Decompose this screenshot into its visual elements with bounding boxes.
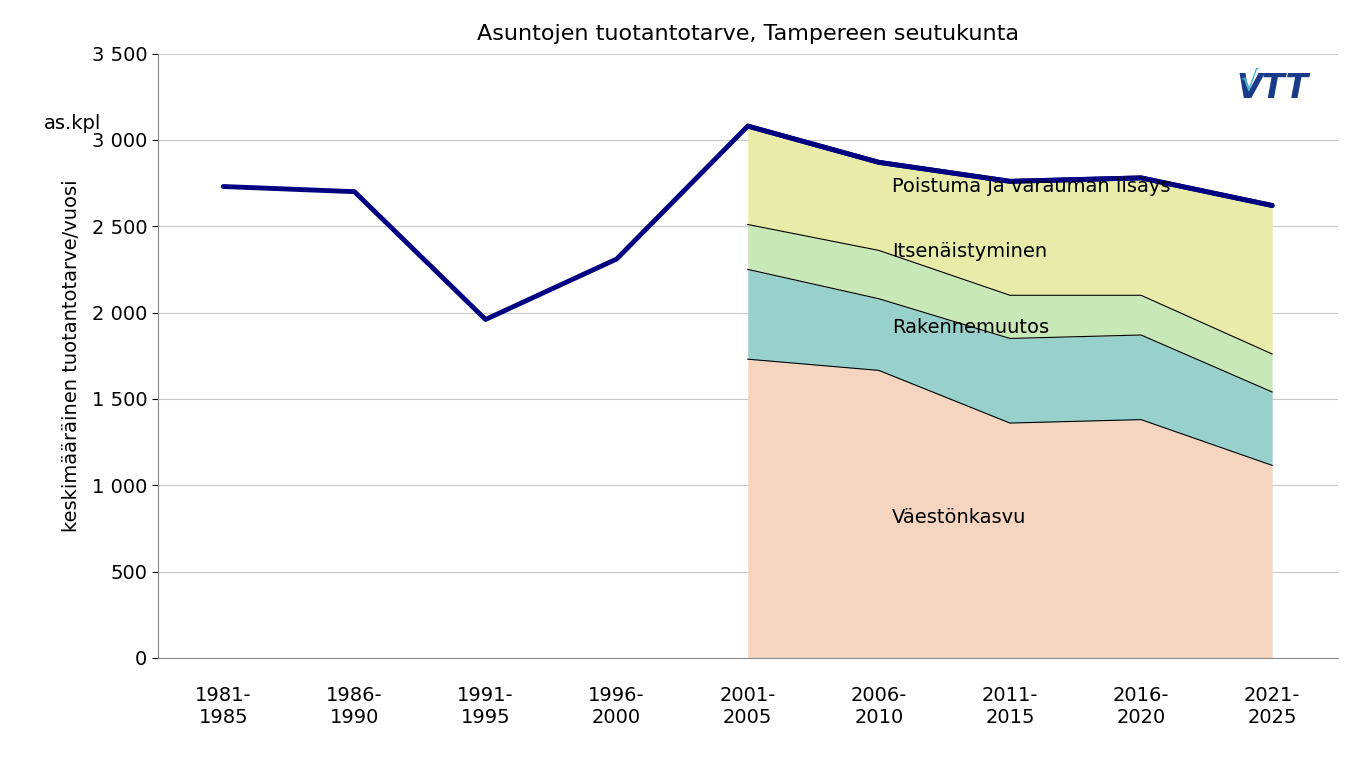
Text: 2011-: 2011-: [982, 685, 1039, 705]
Text: 2005: 2005: [723, 708, 772, 727]
Text: 2015: 2015: [985, 708, 1034, 727]
Text: 2021-: 2021-: [1244, 685, 1301, 705]
Text: 1986-: 1986-: [327, 685, 383, 705]
Text: as.kpl: as.kpl: [44, 113, 102, 132]
Text: √: √: [1240, 69, 1258, 96]
Text: 1995: 1995: [461, 708, 510, 727]
Text: 1990: 1990: [329, 708, 379, 727]
Text: 2025: 2025: [1247, 708, 1297, 727]
Text: 1991-: 1991-: [457, 685, 514, 705]
Text: 2010: 2010: [855, 708, 904, 727]
Text: 1981-: 1981-: [195, 685, 251, 705]
Text: 2001-: 2001-: [719, 685, 777, 705]
Text: VTT: VTT: [1236, 72, 1309, 105]
Text: Väestönkasvu: Väestönkasvu: [892, 508, 1026, 527]
Y-axis label: keskimääräinen tuotantotarve/vuosi: keskimääräinen tuotantotarve/vuosi: [62, 180, 81, 532]
Title: Asuntojen tuotantotarve, Tampereen seutukunta: Asuntojen tuotantotarve, Tampereen seutu…: [476, 24, 1019, 44]
Text: 2020: 2020: [1117, 708, 1166, 727]
Text: 2016-: 2016-: [1113, 685, 1169, 705]
Text: 1996-: 1996-: [589, 685, 645, 705]
Text: 2006-: 2006-: [851, 685, 907, 705]
Text: Itsenäistyminen: Itsenäistyminen: [892, 243, 1047, 262]
Text: Rakennemuutos: Rakennemuutos: [892, 318, 1050, 337]
Text: 1985: 1985: [199, 708, 248, 727]
Text: 2000: 2000: [593, 708, 641, 727]
Text: Poistuma ja varauman lisäys: Poistuma ja varauman lisäys: [892, 177, 1170, 196]
